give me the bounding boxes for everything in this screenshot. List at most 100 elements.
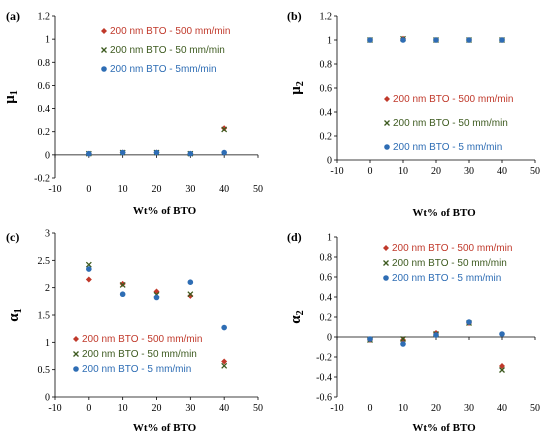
panel-d-xtick-label-4: 30 [464, 403, 474, 414]
panel-d-xtick-label-3: 20 [431, 403, 441, 414]
panel-b-ytick-label-0: 0 [327, 156, 332, 167]
panel-b-legend-label-3: 200 nm BTO - 5 mm/min [393, 142, 502, 153]
panel-a-ytick-label-1: 0 [45, 150, 50, 161]
panel-a-xtick-label-6: 50 [253, 184, 263, 195]
panel-c-legend-label-2: 200 nm BTO - 50 mm/min [82, 349, 197, 360]
panel-d-ytick-label-4: 0.2 [320, 313, 333, 324]
panel-c-xtick-label-6: 50 [253, 403, 263, 414]
panel-d-s3-point-2 [433, 332, 439, 338]
panel-d-ytick-label-1: -0.4 [316, 373, 332, 384]
panel-a-s3-point-3 [187, 150, 194, 157]
panel-c-y-label: α1 [6, 308, 24, 321]
panel-d: (d) -0.6 -0.4 -0.2 0 0.2 0.4 0.6 0.8 1 -10 0 10 20 30 4… [287, 230, 540, 434]
panel-d-xtick-label-1: 0 [368, 403, 373, 414]
panel-a-letter: (a) [6, 9, 20, 23]
panel-a-ytick-label-7: 1.2 [38, 12, 51, 23]
panel-a-y-label: μ1 [2, 90, 20, 104]
panel-c-legend-label-1: 200 nm BTO - 500 mm/min [82, 334, 202, 345]
panel-b-legend: 200 nm BTO - 500 mm/min 200 nm BTO - 50 m… [384, 94, 513, 153]
panel-a-xtick-label-5: 40 [219, 184, 229, 195]
panel-a: (a) -0.2 0 0.2 0.4 0.6 0.8 1 1.2 -10 0 10 20 30 40 50 Wt… [2, 9, 263, 217]
panel-b-xtick-label-3: 20 [431, 166, 441, 177]
panel-c-s2-point-0 [85, 261, 92, 268]
panel-b-xtick-label-0: -10 [330, 166, 343, 177]
panel-c-ytick-label-6: 3 [45, 229, 50, 240]
panel-c-s3-point-2 [153, 294, 160, 301]
panel-c-s3-point-4 [221, 324, 227, 331]
panel-d-xtick-label-2: 10 [398, 403, 408, 414]
panel-a-s1-point-4 [221, 125, 228, 132]
panel-d-s3-point-1 [400, 341, 406, 347]
panel-c-legend-marker-2-stroke-b [73, 351, 79, 357]
panel-d-legend-label-2: 200 nm BTO - 50 mm/min [392, 258, 507, 269]
panel-a-x-label: Wt% of BTO [133, 205, 197, 217]
panel-b-legend-marker-2 [384, 120, 390, 126]
panel-d-legend-marker-3 [383, 275, 389, 281]
panel-b-ytick-label-2: 0.4 [320, 108, 333, 119]
panel-d-y-label: α2 [288, 310, 306, 323]
panel-a-ytick-label-4: 0.6 [38, 81, 51, 92]
panel-a-legend-marker-1 [101, 28, 107, 34]
panel-d-s2-point-1 [400, 336, 406, 342]
panel-d-series-2 [367, 320, 505, 373]
panel-a-ytick-label-2: 0.2 [38, 127, 51, 138]
panel-a-ytick-label-0: -0.2 [34, 174, 50, 185]
panel-d-series-1 [367, 320, 505, 369]
panel-d-legend-marker-2 [383, 260, 389, 266]
panel-c-s2-point-3 [187, 291, 194, 298]
panel-b-xtick-label-2: 10 [398, 166, 408, 177]
panel-a-legend-marker-2-stroke-b [101, 47, 107, 53]
panel-a-xtick-label-4: 30 [185, 184, 195, 195]
panel-c-legend: 200 nm BTO - 500 mm/min 200 nm BTO - 50 m… [73, 334, 202, 375]
panel-d-ytick-label-0: -0.6 [316, 393, 332, 404]
panel-a-s3-point-0 [86, 150, 92, 157]
panel-d-ytick-label-7: 0.8 [320, 253, 333, 264]
panel-c-s3-point-3 [187, 279, 194, 286]
panel-c-s1-point-4 [221, 358, 228, 365]
panel-a-legend: 200 nm BTO - 500 mm/min 200 nm BTO - 50 m… [101, 26, 230, 75]
panel-c-series-3 [86, 266, 227, 331]
panel-a-legend-marker-3 [101, 66, 107, 72]
panel-b-xtick-label-5: 40 [497, 166, 507, 177]
panel-d-ytick-label-6: 0.6 [320, 273, 333, 284]
panel-a-legend-marker-2 [101, 47, 107, 53]
panel-c-s1-point-0 [85, 276, 92, 283]
panel-b-xtick-label-6: 50 [530, 166, 540, 177]
panel-d-s2-point-1-stroke-b [400, 336, 406, 342]
panel-b-s3-point-1 [400, 37, 406, 43]
panel-c-ytick-label-0: 0 [45, 393, 50, 404]
panel-b-legend-label-1: 200 nm BTO - 500 mm/min [393, 94, 513, 105]
panel-d-s2-point-4-stroke-b [499, 367, 505, 373]
panel-c-legend-label-3: 200 nm BTO - 5 mm/min [82, 364, 191, 375]
panel-b-ytick-label-4: 0.8 [320, 60, 333, 71]
panel-c-s3-point-0 [86, 266, 92, 272]
panel-c-s1-point-1 [119, 280, 126, 287]
panel-c-letter: (c) [6, 230, 19, 244]
panel-d-x-label: Wt% of BTO [412, 422, 476, 434]
panel-a-ytick-label-3: 0.4 [38, 104, 51, 115]
panel-b-x-label: Wt% of BTO [412, 207, 476, 219]
panel-c-xtick-label-0: -10 [48, 403, 61, 414]
panel-c-ytick-label-1: 0.5 [38, 365, 51, 376]
panel-c-s1-point-2 [153, 288, 160, 295]
panel-c-xtick-label-1: 0 [86, 403, 91, 414]
panel-c-xtick-label-5: 40 [219, 403, 229, 414]
panel-b-s3-point-3 [466, 37, 472, 43]
panel-d-ytick-label-2: -0.2 [316, 353, 332, 364]
panel-b-legend-marker-2-stroke-b [384, 120, 390, 126]
panel-a-series-3 [86, 149, 227, 157]
panel-c-s3-point-1 [119, 291, 126, 298]
panel-d-legend-marker-1 [383, 245, 389, 251]
panel-a-legend-label-1: 200 nm BTO - 500 mm/min [110, 26, 230, 37]
panel-d-legend: 200 nm BTO - 500 mm/min 200 nm BTO - 50 m… [383, 243, 512, 284]
panel-b-ytick-label-6: 1.2 [320, 12, 333, 23]
panel-a-s3-point-1 [119, 149, 126, 156]
panel-b-series-3 [367, 37, 505, 43]
panel-d-s3-point-3 [466, 319, 472, 325]
panel-d-s1-point-1 [400, 337, 406, 343]
panel-c-xtick-label-4: 30 [185, 403, 195, 414]
panel-c-s2-point-0-stroke-b [85, 261, 92, 268]
panel-b-s3-point-4 [499, 37, 505, 43]
panel-a-ytick-label-5: 0.8 [38, 58, 51, 69]
